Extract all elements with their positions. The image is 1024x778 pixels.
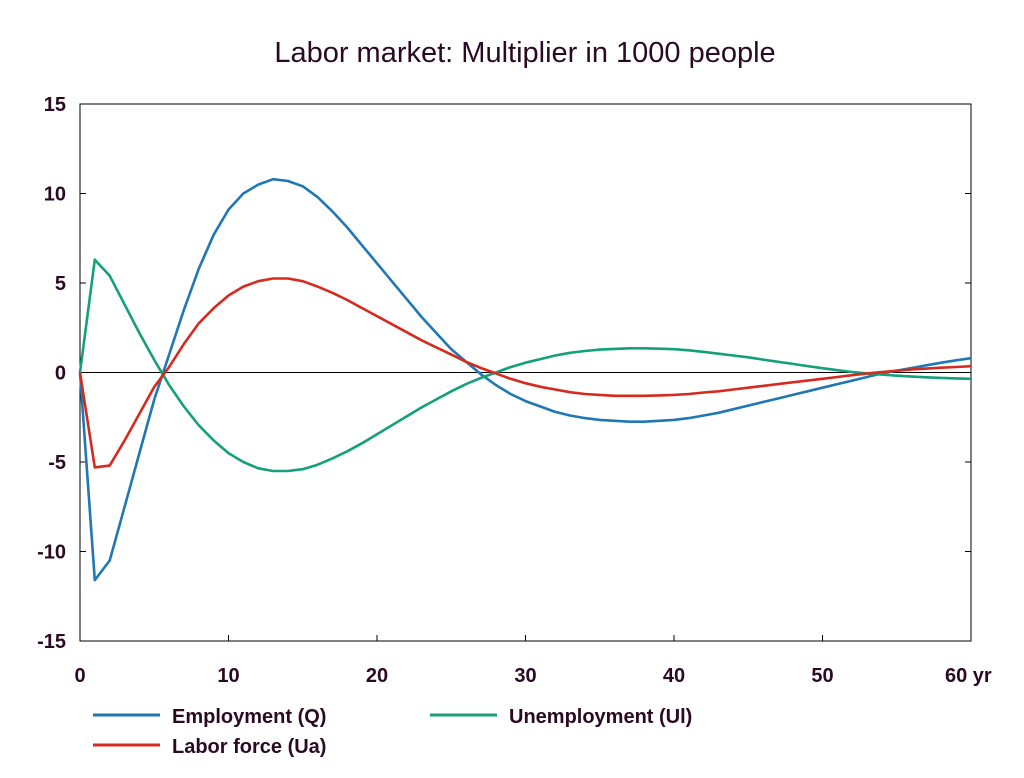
- x-tick-label: 10: [217, 665, 239, 687]
- chart-title: Labor market: Multiplier in 1000 people: [274, 37, 775, 69]
- y-tick-label: 10: [44, 184, 66, 206]
- x-tick-label: 0: [74, 665, 85, 687]
- y-tick-label: -10: [37, 542, 66, 564]
- series-line-employment: [78, 177, 972, 582]
- axis-ticks: [79, 103, 972, 642]
- x-tick-label: 20: [366, 665, 388, 687]
- legend-label-employment: Employment (Q): [172, 706, 326, 728]
- x-tick-label: 50: [811, 665, 833, 687]
- y-axis-tick-labels: 15 10 5 0 -5 -10 -15: [37, 94, 66, 653]
- x-axis-tick-labels: 0 10 20 30 40 50 60 yr: [74, 665, 991, 687]
- series-line-labor-force: [78, 277, 972, 469]
- y-tick-label: 0: [55, 363, 66, 385]
- legend: Employment (Q) Unemployment (Ul) Labor f…: [93, 706, 692, 758]
- legend-label-unemployment: Unemployment (Ul): [509, 706, 692, 728]
- y-tick-label: -5: [48, 452, 66, 474]
- x-tick-label: 30: [514, 665, 536, 687]
- x-tick-label: 40: [663, 665, 685, 687]
- series-line-unemployment: [78, 258, 972, 473]
- series-group: [78, 177, 972, 582]
- legend-label-labor-force: Labor force (Ua): [172, 736, 326, 758]
- y-tick-label: 5: [55, 273, 66, 295]
- y-tick-label: 15: [44, 94, 66, 116]
- y-tick-label: -15: [37, 631, 66, 653]
- x-tick-label: 60 yr: [945, 665, 992, 687]
